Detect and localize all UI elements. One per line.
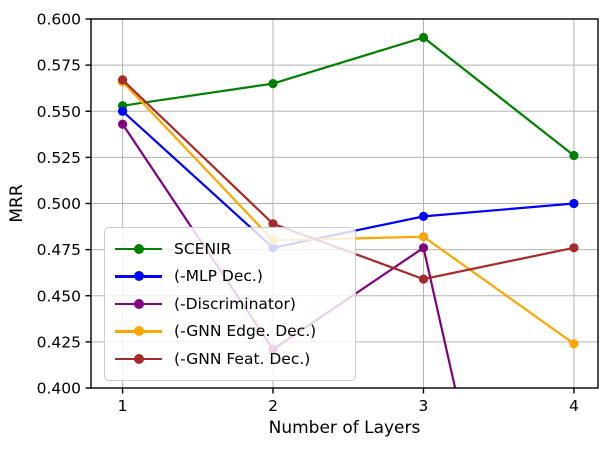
legend-line-marker-sample — [115, 243, 162, 254]
y-tick-label: 0.500 — [37, 195, 81, 213]
legend-item-scenir: SCENIR — [115, 235, 345, 263]
legend-line-marker-sample — [115, 271, 162, 282]
x-tick-label: 2 — [268, 397, 278, 415]
data-point-marker — [118, 106, 128, 116]
legend-label: (-GNN Edge. Dec.) — [174, 322, 317, 341]
legend-label: SCENIR — [174, 239, 232, 258]
y-tick-label: 0.400 — [37, 380, 81, 398]
legend-item-mlp-dec: (-MLP Dec.) — [115, 263, 345, 291]
x-axis: 1 2 3 4 — [118, 388, 579, 415]
legend-label: (-MLP Dec.) — [174, 267, 263, 286]
y-tick-label: 0.600 — [37, 11, 81, 29]
data-point-marker — [268, 79, 278, 89]
y-axis-title: MRR — [7, 184, 27, 222]
data-point-marker — [418, 211, 429, 221]
legend-line-marker-sample — [115, 326, 162, 337]
data-point-marker — [569, 339, 579, 349]
legend-item-gnn-edge-dec: (-GNN Edge. Dec.) — [115, 318, 345, 346]
y-tick-label: 0.475 — [37, 241, 81, 259]
chart-legend: SCENIR (-MLP Dec.) (-Discriminator) (-GN… — [104, 227, 356, 381]
data-point-marker — [569, 150, 579, 161]
y-tick-label: 0.425 — [37, 333, 81, 351]
series-scenir — [118, 32, 579, 161]
data-point-marker — [418, 243, 429, 253]
legend-item-gnn-feat-dec: (-GNN Feat. Dec.) — [115, 345, 345, 373]
data-point-marker — [569, 243, 579, 253]
y-tick-label: 0.575 — [37, 57, 81, 75]
legend-line-marker-sample — [115, 353, 162, 364]
data-point-marker — [418, 274, 429, 284]
data-point-marker — [118, 75, 128, 85]
data-point-marker — [569, 198, 579, 209]
y-axis: 0.400 0.425 0.450 0.475 0.500 0.525 0.550 0.575… — [37, 11, 91, 398]
x-tick-label: 3 — [419, 397, 429, 415]
legend-label: (-GNN Feat. Dec.) — [174, 349, 311, 368]
legend-label: (-Discriminator) — [174, 294, 296, 313]
data-point-marker — [418, 232, 429, 242]
data-point-marker — [118, 119, 128, 129]
x-tick-label: 4 — [569, 397, 579, 415]
y-tick-label: 0.550 — [37, 103, 81, 121]
legend-line-marker-sample — [115, 298, 162, 309]
legend-item-discriminator: (-Discriminator) — [115, 290, 345, 318]
y-tick-label: 0.450 — [37, 287, 81, 305]
y-tick-label: 0.525 — [37, 149, 81, 167]
x-tick-label: 1 — [118, 397, 128, 415]
data-point-marker — [268, 219, 278, 229]
x-axis-title: Number of Layers — [269, 418, 421, 438]
data-point-marker — [418, 32, 429, 43]
